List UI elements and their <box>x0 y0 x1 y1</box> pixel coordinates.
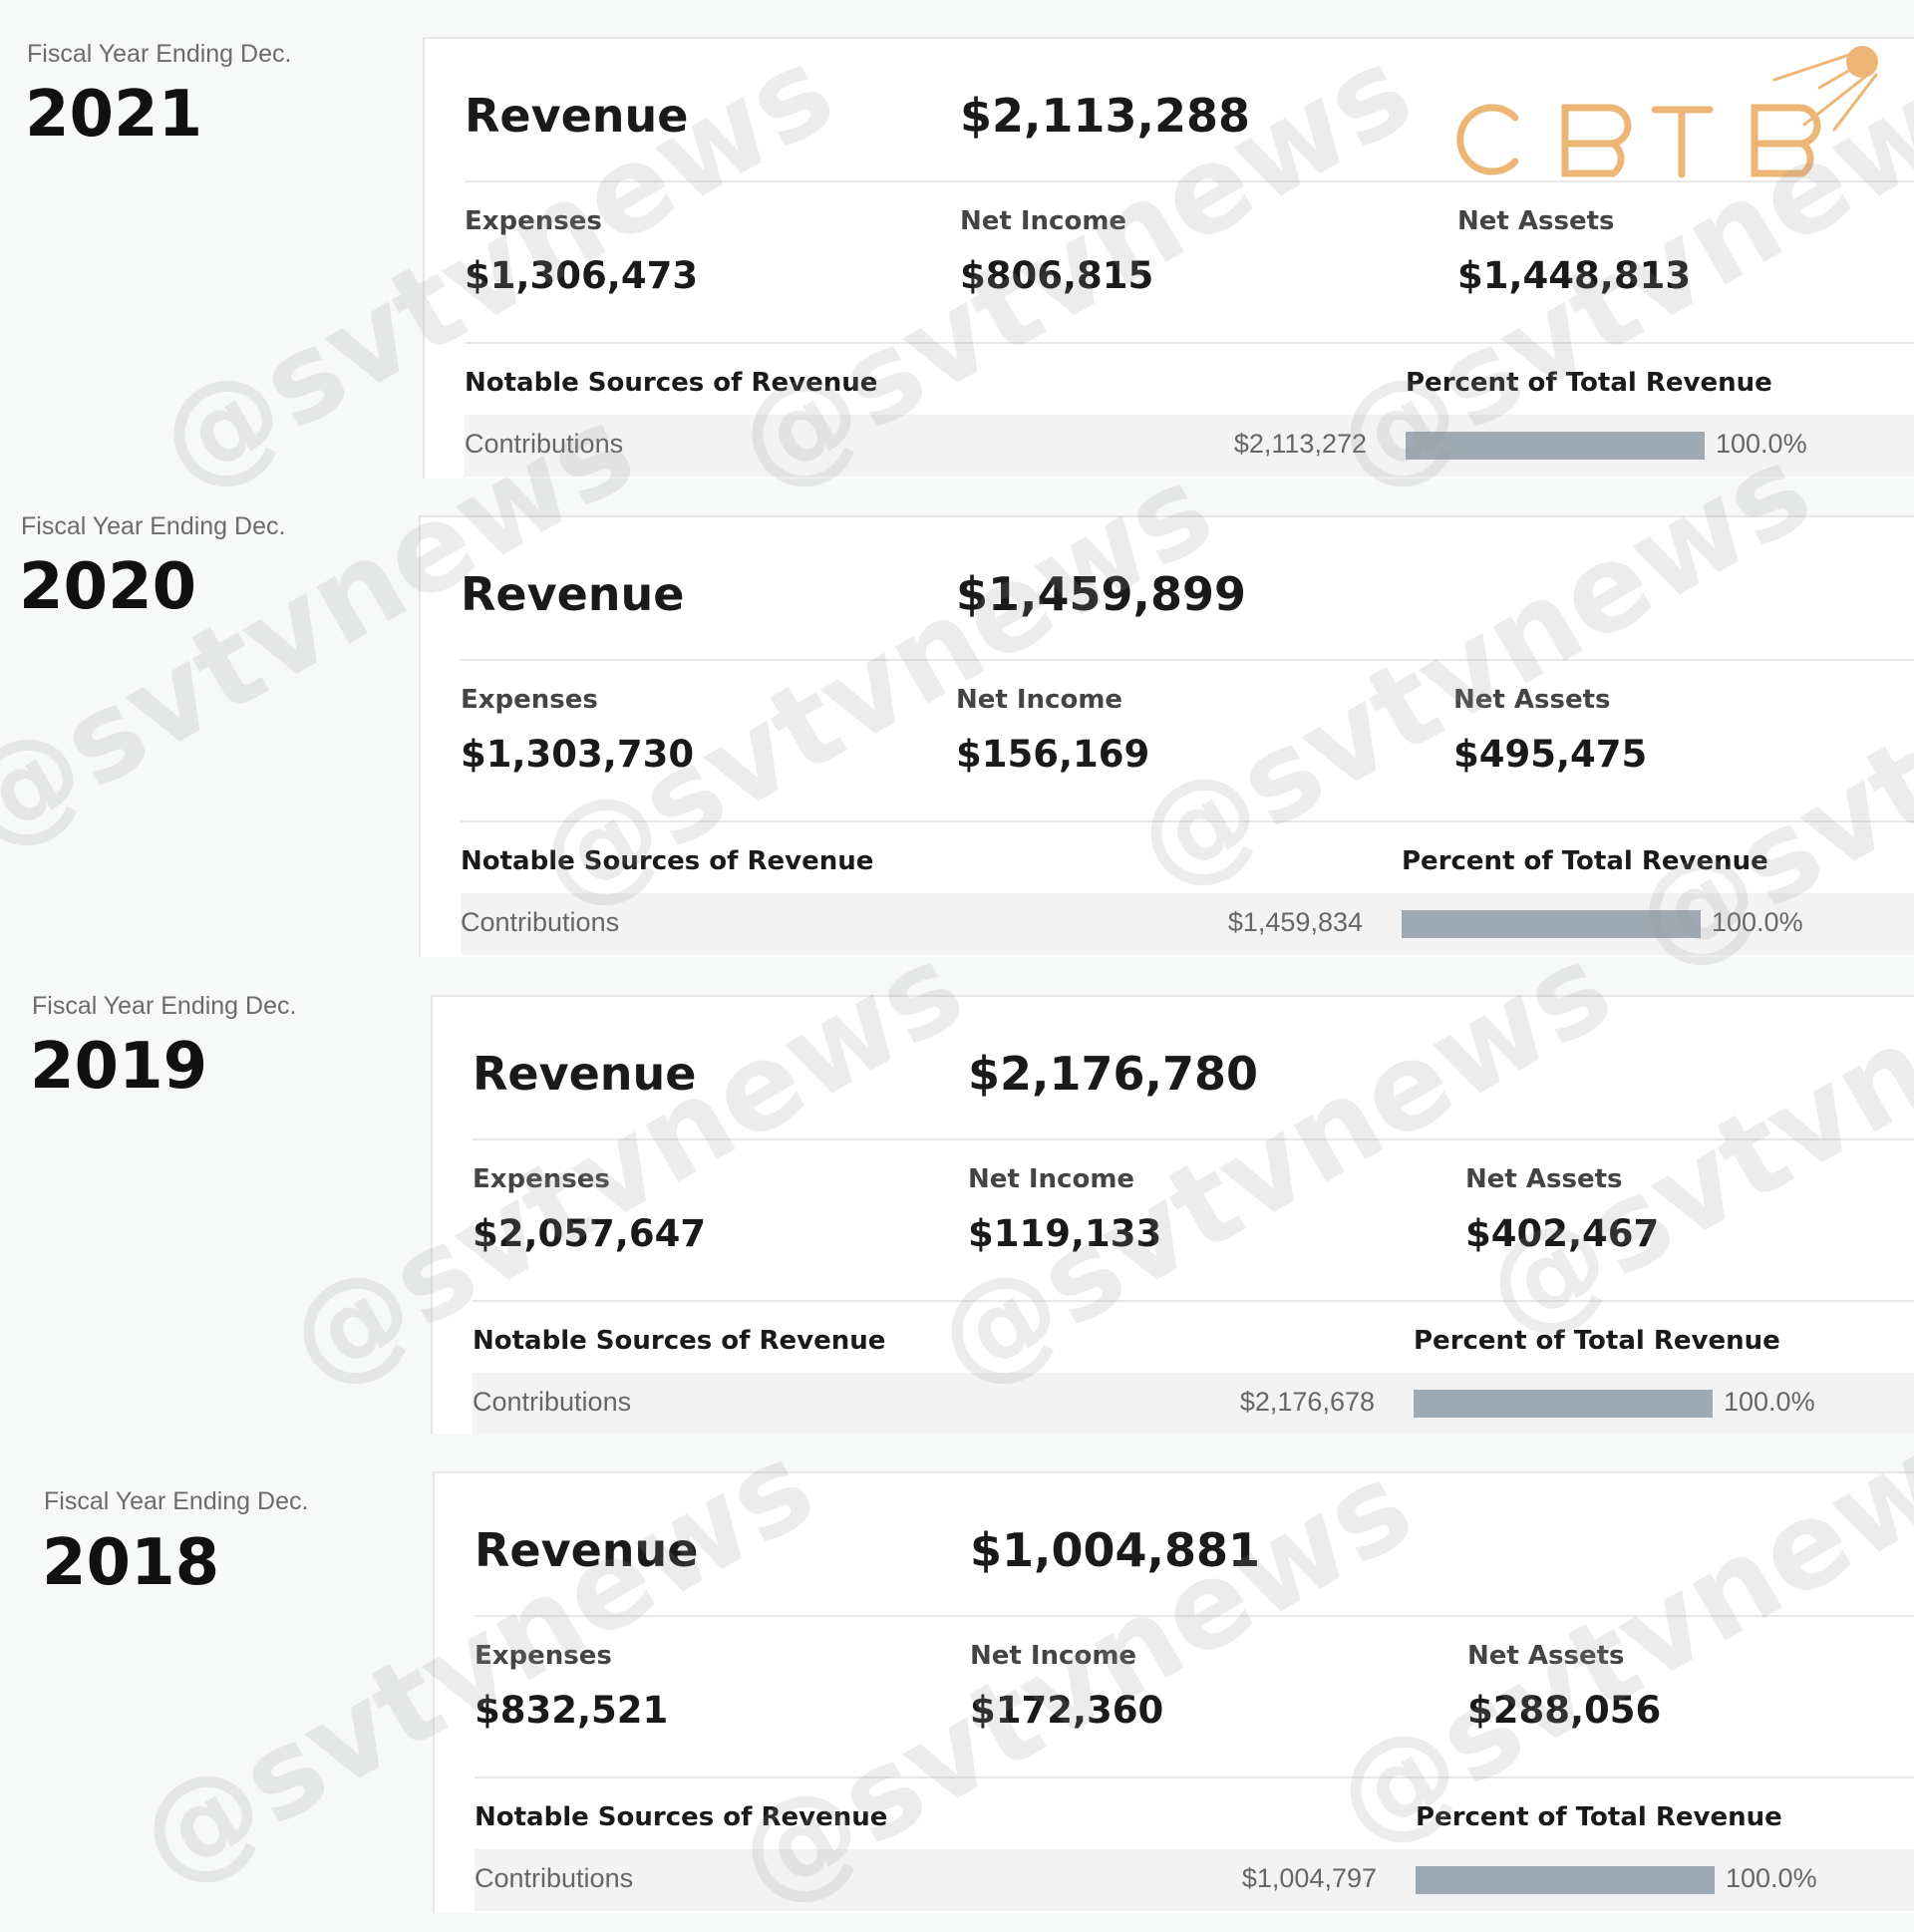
fiscal-year: 2021 <box>25 78 203 152</box>
net-income-value: $119,133 <box>968 1212 1162 1255</box>
expenses-label: Expenses <box>461 685 598 715</box>
expenses-label: Expenses <box>473 1164 610 1194</box>
revenue-label: Revenue <box>465 89 689 143</box>
revenue-label: Revenue <box>473 1047 697 1101</box>
net-assets-label: Net Assets <box>1467 1641 1625 1671</box>
fiscal-year-section: Fiscal Year Ending Dec. 2019 Revenue $2,… <box>0 958 1914 1437</box>
notable-sources-heading: Notable Sources of Revenue <box>475 1802 888 1832</box>
net-income-label: Net Income <box>968 1164 1135 1194</box>
source-amount: $1,004,797 <box>1241 1863 1377 1893</box>
fiscal-year: 2019 <box>30 1030 208 1104</box>
net-assets-label: Net Assets <box>1465 1164 1623 1194</box>
percent-total-heading: Percent of Total Revenue <box>1414 1326 1780 1356</box>
percent-total-heading: Percent of Total Revenue <box>1416 1802 1782 1832</box>
percent-bar <box>1406 432 1705 460</box>
percent-bar <box>1414 1390 1713 1418</box>
fiscal-year: 2018 <box>42 1526 220 1600</box>
source-name: Contributions <box>461 907 620 937</box>
source-name: Contributions <box>475 1863 634 1893</box>
divider <box>465 342 1914 344</box>
percent-total-heading: Percent of Total Revenue <box>1402 846 1768 876</box>
net-income-label: Net Income <box>956 685 1123 715</box>
net-income-label: Net Income <box>970 1641 1137 1671</box>
fiscal-year-section: Fiscal Year Ending Dec. 2020 Revenue $1,… <box>0 479 1914 957</box>
notable-sources-heading: Notable Sources of Revenue <box>473 1326 886 1356</box>
revenue-label: Revenue <box>461 567 685 621</box>
divider <box>475 1776 1914 1778</box>
percent-total-heading: Percent of Total Revenue <box>1406 368 1772 398</box>
net-income-value: $172,360 <box>970 1689 1164 1732</box>
fiscal-year-label: Fiscal Year Ending Dec. <box>27 40 292 68</box>
fiscal-year-label: Fiscal Year Ending Dec. <box>44 1487 309 1515</box>
percent-bar <box>1416 1866 1715 1894</box>
divider <box>461 659 1914 661</box>
net-income-value: $806,815 <box>960 254 1154 297</box>
source-name: Contributions <box>473 1387 632 1417</box>
divider <box>473 1300 1914 1302</box>
source-name: Contributions <box>465 429 624 459</box>
divider <box>461 820 1914 822</box>
financial-card: Revenue $1,459,899 Expenses $1,303,730 N… <box>419 515 1914 957</box>
percent-bar-fill <box>1414 1390 1713 1418</box>
source-amount: $1,459,834 <box>1227 907 1363 937</box>
net-assets-label: Net Assets <box>1453 685 1611 715</box>
revenue-source-row: Contributions $1,459,834 100.0% <box>461 893 1914 955</box>
percent-bar-fill <box>1406 432 1705 460</box>
source-amount: $2,176,678 <box>1239 1387 1375 1417</box>
net-assets-value: $402,467 <box>1465 1212 1660 1255</box>
percent-value: 100.0% <box>1724 1387 1815 1417</box>
revenue-value: $2,113,288 <box>960 89 1251 143</box>
percent-value: 100.0% <box>1726 1863 1817 1893</box>
expenses-value: $832,521 <box>475 1689 669 1732</box>
percent-bar-fill <box>1416 1866 1715 1894</box>
fiscal-year: 2020 <box>19 550 197 624</box>
expenses-label: Expenses <box>475 1641 612 1671</box>
expenses-value: $1,306,473 <box>465 254 699 297</box>
net-assets-value: $495,475 <box>1453 733 1648 776</box>
revenue-source-row: Contributions $2,176,678 100.0% <box>473 1373 1914 1435</box>
expenses-value: $1,303,730 <box>461 733 695 776</box>
revenue-value: $1,459,899 <box>956 567 1247 621</box>
percent-bar <box>1402 910 1701 938</box>
expenses-label: Expenses <box>465 206 602 236</box>
source-amount: $2,113,272 <box>1233 429 1367 459</box>
revenue-label: Revenue <box>475 1523 699 1577</box>
financial-card: Revenue $1,004,881 Expenses $832,521 Net… <box>433 1471 1914 1913</box>
revenue-value: $1,004,881 <box>970 1523 1261 1577</box>
percent-value: 100.0% <box>1716 429 1807 459</box>
net-income-value: $156,169 <box>956 733 1150 776</box>
notable-sources-heading: Notable Sources of Revenue <box>465 368 878 398</box>
net-assets-label: Net Assets <box>1457 206 1615 236</box>
revenue-source-row: Contributions $2,113,272 100.0% <box>465 415 1914 477</box>
percent-bar-fill <box>1402 910 1701 938</box>
percent-value: 100.0% <box>1712 907 1803 937</box>
divider <box>475 1615 1914 1617</box>
financial-card: Revenue $2,176,780 Expenses $2,057,647 N… <box>431 995 1914 1437</box>
cbtb-logo <box>1456 46 1878 178</box>
net-income-label: Net Income <box>960 206 1127 236</box>
net-assets-value: $288,056 <box>1467 1689 1662 1732</box>
revenue-value: $2,176,780 <box>968 1047 1259 1101</box>
fiscal-year-label: Fiscal Year Ending Dec. <box>32 992 297 1020</box>
notable-sources-heading: Notable Sources of Revenue <box>461 846 874 876</box>
net-assets-value: $1,448,813 <box>1457 254 1692 297</box>
fiscal-year-label: Fiscal Year Ending Dec. <box>21 512 286 540</box>
fiscal-year-section: Fiscal Year Ending Dec. 2018 Revenue $1,… <box>0 1435 1914 1913</box>
expenses-value: $2,057,647 <box>473 1212 707 1255</box>
divider <box>465 180 1914 182</box>
revenue-source-row: Contributions $1,004,797 100.0% <box>475 1849 1914 1911</box>
divider <box>473 1138 1914 1140</box>
